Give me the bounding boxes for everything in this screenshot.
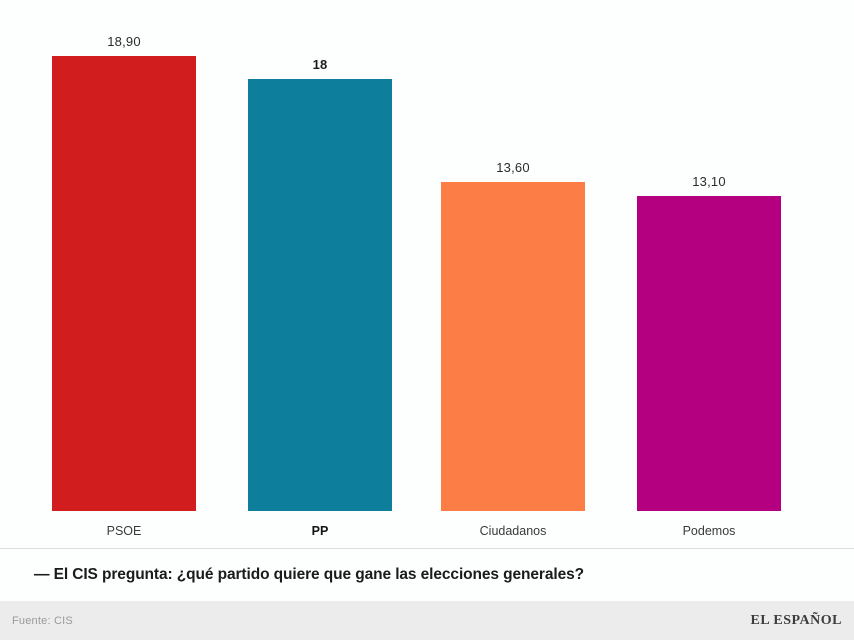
bar-label-ciudadanos: Ciudadanos: [479, 524, 547, 538]
brand-logo-el-espanol: EL ESPAÑOL: [750, 612, 842, 628]
bar-group-psoe[interactable]: 18,90 PSOE: [52, 0, 196, 548]
bar-label-podemos: Podemos: [682, 524, 736, 538]
bar-group-ciudadanos[interactable]: 13,60 Ciudadanos: [441, 0, 585, 548]
bar-value-pp: 18: [312, 57, 328, 72]
caption-bar: — El CIS pregunta: ¿qué partido quiere q…: [0, 549, 854, 601]
footer-bar: Fuente: CIS EL ESPAÑOL: [0, 601, 854, 640]
bar-label-pp: PP: [311, 524, 329, 538]
caption-text: — El CIS pregunta: ¿qué partido quiere q…: [34, 566, 584, 583]
bar-value-psoe: 18,90: [107, 34, 141, 49]
bar-rect-ciudadanos[interactable]: [441, 182, 585, 511]
caption-divider: [0, 548, 854, 549]
bar-group-pp[interactable]: 18 PP: [248, 0, 392, 548]
bar-rect-podemos[interactable]: [637, 196, 781, 511]
bar-label-psoe: PSOE: [106, 524, 142, 538]
bar-chart-plot-area: 18,90 PSOE 18 PP 13,60 Ciudadanos 13,10 …: [52, 0, 781, 548]
bar-rect-pp[interactable]: [248, 79, 392, 511]
bar-group-podemos[interactable]: 13,10 Podemos: [637, 0, 781, 548]
footer-source-label: Fuente: CIS: [12, 614, 73, 627]
bar-rect-psoe[interactable]: [52, 56, 196, 511]
bar-value-podemos: 13,10: [692, 174, 726, 189]
bar-value-ciudadanos: 13,60: [496, 160, 530, 175]
